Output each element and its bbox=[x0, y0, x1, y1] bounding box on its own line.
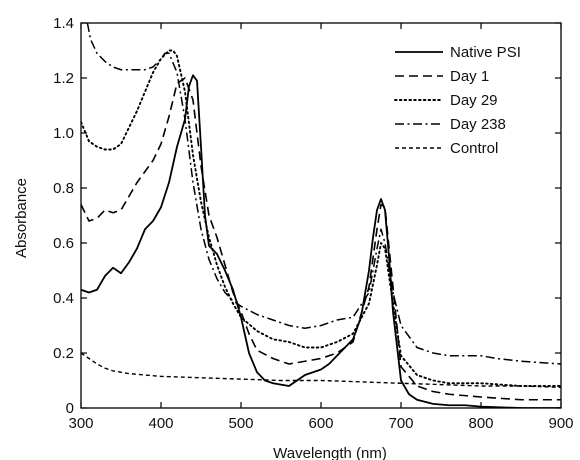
x-tick-label: 600 bbox=[308, 415, 333, 432]
y-tick-label: 0 bbox=[66, 400, 74, 417]
legend-label: Day 1 bbox=[450, 68, 489, 85]
series-layer bbox=[81, 23, 561, 408]
y-tick-label: 1.2 bbox=[53, 70, 74, 87]
x-tick-label: 900 bbox=[548, 415, 573, 432]
x-tick-label: 500 bbox=[228, 415, 253, 432]
y-tick-label: 0.4 bbox=[53, 290, 74, 307]
y-axis-label: Absorbance bbox=[13, 178, 30, 258]
legend-label: Day 238 bbox=[450, 116, 506, 133]
series-line-day-1 bbox=[81, 77, 561, 401]
series-line-day-238 bbox=[86, 23, 561, 365]
x-tick-label: 400 bbox=[148, 415, 173, 432]
series-line-control bbox=[81, 352, 561, 389]
y-tick-label: 1.0 bbox=[53, 125, 74, 142]
legend-label: Native PSI bbox=[450, 44, 521, 61]
x-tick-label: 800 bbox=[468, 415, 493, 432]
y-tick-label: 0.2 bbox=[53, 345, 74, 362]
y-ticks: 0 0.2 0.4 0.6 0.8 1.0 1.2 1.4 bbox=[53, 15, 561, 417]
y-tick-label: 0.6 bbox=[53, 235, 74, 252]
x-tick-label: 700 bbox=[388, 415, 413, 432]
x-ticks: 300 400 500 600 700 800 900 bbox=[68, 23, 574, 432]
x-tick-label: 300 bbox=[68, 415, 93, 432]
legend-label: Day 29 bbox=[450, 92, 498, 109]
legend: Native PSI Day 1 Day 29 Day 238 Control bbox=[394, 44, 521, 157]
series-line-day-29 bbox=[81, 49, 561, 387]
y-tick-label: 0.8 bbox=[53, 180, 74, 197]
series-line-native-psi bbox=[81, 74, 561, 408]
y-tick-label: 1.4 bbox=[53, 15, 74, 32]
legend-label: Control bbox=[450, 140, 498, 157]
x-axis-label: Wavelength (nm) bbox=[273, 445, 387, 460]
